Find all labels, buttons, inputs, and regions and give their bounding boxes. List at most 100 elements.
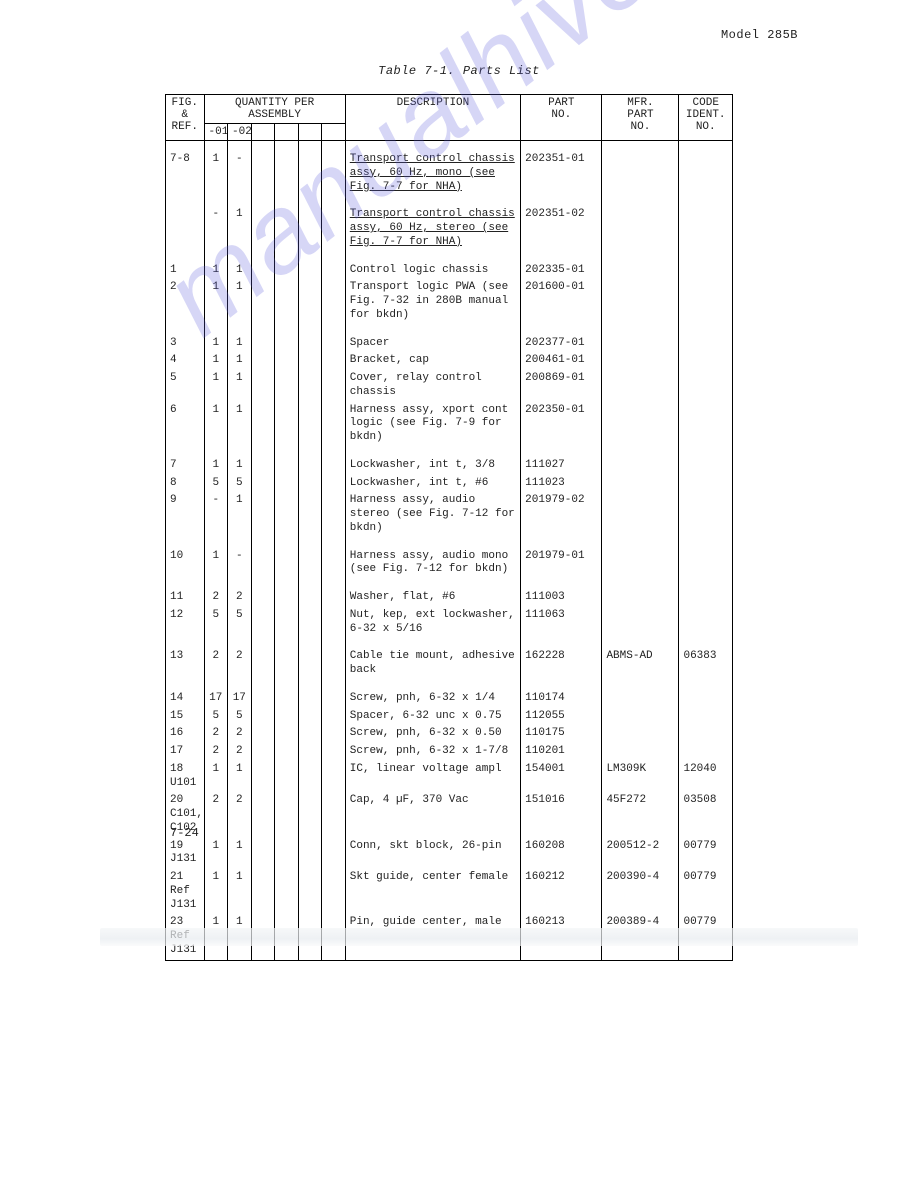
cell-q05 xyxy=(298,352,322,370)
cell-q03 xyxy=(251,402,275,447)
cell-desc: Cover, relay control chassis xyxy=(345,370,520,402)
page-number: 7-24 xyxy=(170,826,199,840)
cell-q06 xyxy=(322,725,346,743)
cell-q04 xyxy=(275,725,299,743)
cell-desc: Control logic chassis xyxy=(345,262,520,280)
parts-table-wrap: FIG.&REF. QUANTITY PER ASSEMBLY DESCRIPT… xyxy=(165,94,733,961)
cell-desc: Washer, flat, #6 xyxy=(345,589,520,607)
table-row: 7-81-Transport control chassis assy, 60 … xyxy=(166,151,733,196)
cell-q03 xyxy=(251,370,275,402)
cell-q06 xyxy=(322,708,346,726)
cell-fig: 8 xyxy=(166,475,205,493)
cell-q05 xyxy=(298,151,322,196)
cell-mfr xyxy=(602,206,679,251)
cell-mfr xyxy=(602,589,679,607)
cell-desc: Conn, skt block, 26-pin xyxy=(345,838,520,870)
col-qty-06 xyxy=(322,124,346,141)
table-row: 141717Screw, pnh, 6-32 x 1/4110174 xyxy=(166,690,733,708)
cell-q03 xyxy=(251,708,275,726)
cell-desc: Nut, kep, ext lockwasher, 6-32 x 5/16 xyxy=(345,607,520,639)
cell-part: 110174 xyxy=(521,690,602,708)
cell-q03 xyxy=(251,869,275,914)
table-row: 1122Washer, flat, #6111003 xyxy=(166,589,733,607)
table-row: 19 J13111Conn, skt block, 26-pin16020820… xyxy=(166,838,733,870)
cell-fig: 11 xyxy=(166,589,205,607)
cell-code xyxy=(679,206,733,251)
cell-q01: - xyxy=(204,206,228,251)
table-row: 411Bracket, cap200461-01 xyxy=(166,352,733,370)
cell-q01: 1 xyxy=(204,869,228,914)
cell-fig: 4 xyxy=(166,352,205,370)
cell-q03 xyxy=(251,457,275,475)
cell-q01: 5 xyxy=(204,475,228,493)
cell-q05 xyxy=(298,743,322,761)
cell-mfr xyxy=(602,607,679,639)
cell-q01: - xyxy=(204,492,228,537)
cell-q03 xyxy=(251,492,275,537)
cell-part: 162228 xyxy=(521,648,602,680)
cell-fig: 12 xyxy=(166,607,205,639)
table-row: 20 C101, C10222Cap, 4 µF, 370 Vac1510164… xyxy=(166,792,733,837)
cell-q02: 5 xyxy=(228,475,252,493)
cell-q01: 1 xyxy=(204,402,228,447)
cell-q06 xyxy=(322,457,346,475)
cell-part: 151016 xyxy=(521,792,602,837)
cell-q04 xyxy=(275,792,299,837)
col-fig-ref: FIG.&REF. xyxy=(166,95,205,141)
cell-code xyxy=(679,262,733,280)
table-row: 1722Screw, pnh, 6-32 x 1-7/8110201 xyxy=(166,743,733,761)
cell-part: 111023 xyxy=(521,475,602,493)
cell-q02: 2 xyxy=(228,725,252,743)
cell-q05 xyxy=(298,607,322,639)
cell-q05 xyxy=(298,262,322,280)
cell-q05 xyxy=(298,648,322,680)
cell-q05 xyxy=(298,690,322,708)
cell-q05 xyxy=(298,279,322,324)
cell-part: 202350-01 xyxy=(521,402,602,447)
cell-q04 xyxy=(275,206,299,251)
cell-q01: 5 xyxy=(204,708,228,726)
col-qty-group: QUANTITY PER ASSEMBLY xyxy=(204,95,345,124)
cell-q01: 2 xyxy=(204,792,228,837)
table-row: 711Lockwasher, int t, 3/8111027 xyxy=(166,457,733,475)
cell-desc: Screw, pnh, 6-32 x 0.50 xyxy=(345,725,520,743)
cell-q01: 1 xyxy=(204,335,228,353)
cell-q05 xyxy=(298,589,322,607)
cell-q06 xyxy=(322,492,346,537)
cell-fig: 10 xyxy=(166,548,205,580)
cell-desc: Transport control chassis assy, 60 Hz, s… xyxy=(345,206,520,251)
parts-table: FIG.&REF. QUANTITY PER ASSEMBLY DESCRIPT… xyxy=(165,94,733,961)
cell-fig: 16 xyxy=(166,725,205,743)
cell-fig: 9 xyxy=(166,492,205,537)
cell-q01: 1 xyxy=(204,548,228,580)
table-row: 18 U10111IC, linear voltage ampl154001LM… xyxy=(166,761,733,793)
cell-q04 xyxy=(275,335,299,353)
cell-desc: Spacer xyxy=(345,335,520,353)
cell-mfr xyxy=(602,335,679,353)
cell-part: 201600-01 xyxy=(521,279,602,324)
cell-q06 xyxy=(322,792,346,837)
cell-q04 xyxy=(275,151,299,196)
cell-q04 xyxy=(275,262,299,280)
cell-q02: 1 xyxy=(228,761,252,793)
cell-part: 200869-01 xyxy=(521,370,602,402)
cell-q02: 1 xyxy=(228,492,252,537)
cell-fig: 17 xyxy=(166,743,205,761)
cell-q03 xyxy=(251,725,275,743)
cell-q04 xyxy=(275,548,299,580)
cell-q06 xyxy=(322,352,346,370)
cell-q02: 1 xyxy=(228,335,252,353)
col-mfr-part-no: MFR.PARTNO. xyxy=(602,95,679,141)
cell-mfr xyxy=(602,475,679,493)
cell-q01: 1 xyxy=(204,151,228,196)
cell-q03 xyxy=(251,352,275,370)
cell-q02: - xyxy=(228,151,252,196)
cell-code xyxy=(679,151,733,196)
cell-q05 xyxy=(298,708,322,726)
cell-part: 112055 xyxy=(521,708,602,726)
cell-fig: 7 xyxy=(166,457,205,475)
cell-q06 xyxy=(322,838,346,870)
cell-fig: 7-8 xyxy=(166,151,205,196)
cell-q06 xyxy=(322,151,346,196)
cell-part: 110175 xyxy=(521,725,602,743)
